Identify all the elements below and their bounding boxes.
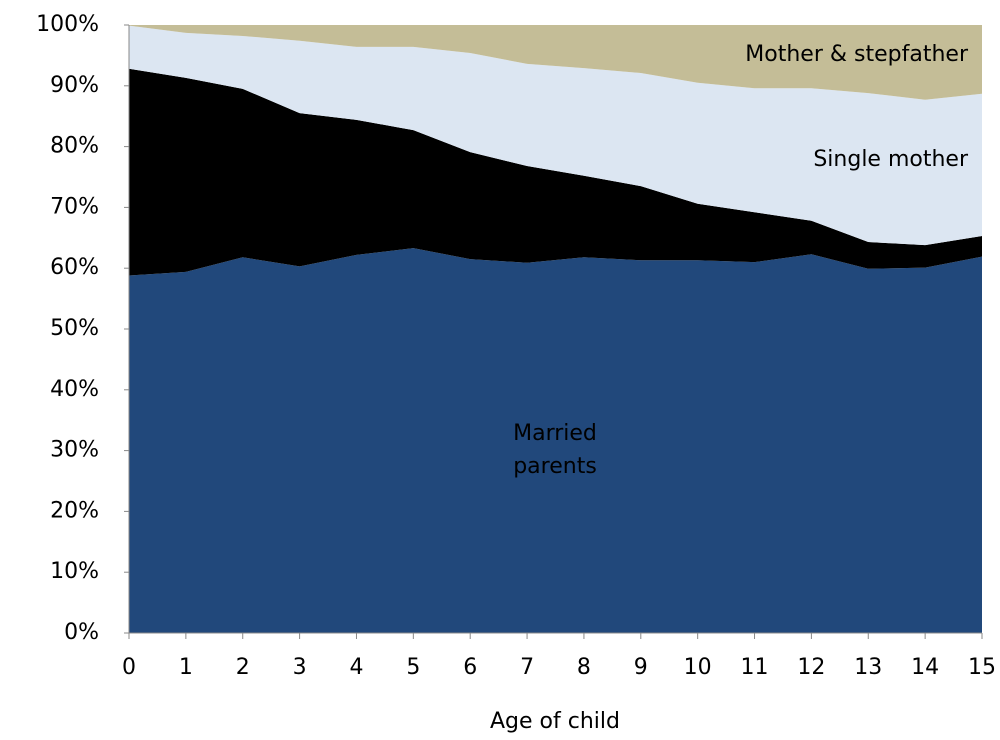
y-tick-label: 20% <box>50 498 99 523</box>
y-tick-label: 70% <box>50 194 99 219</box>
x-tick-label: 5 <box>406 655 420 680</box>
x-tick-label: 13 <box>854 655 882 680</box>
x-tick-label: 2 <box>236 655 250 680</box>
x-axis-title: Age of child <box>490 709 620 734</box>
y-tick-label: 90% <box>50 73 99 98</box>
y-tick-label: 0% <box>64 620 99 645</box>
series-label: Cohabiting parents <box>150 184 360 209</box>
series-label: Married parents <box>513 421 597 479</box>
y-tick-label: 100% <box>36 12 99 37</box>
x-tick-label: 4 <box>349 655 363 680</box>
x-tick-label: 15 <box>968 655 996 680</box>
area <box>129 248 982 634</box>
x-tick-label: 7 <box>520 655 534 680</box>
x-tick-label: 8 <box>577 655 591 680</box>
x-tick-label: 11 <box>741 655 769 680</box>
y-tick-label: 50% <box>50 316 99 341</box>
x-tick-label: 0 <box>122 655 136 680</box>
x-tick-label: 14 <box>911 655 939 680</box>
area <box>129 25 982 100</box>
area <box>129 25 982 246</box>
area <box>129 68 982 276</box>
x-tick-label: 1 <box>179 655 193 680</box>
x-tick-label: 12 <box>797 655 825 680</box>
y-tick-label: 60% <box>50 255 99 280</box>
y-tick-label: 30% <box>50 438 99 463</box>
y-tick-label: 40% <box>50 377 99 402</box>
y-tick-label: 80% <box>50 134 99 159</box>
series-label: Mother & stepfather <box>745 42 969 67</box>
series-label: Single mother <box>813 147 969 172</box>
x-tick-label: 3 <box>293 655 307 680</box>
y-tick-label: 10% <box>50 559 99 584</box>
x-tick-label: 9 <box>634 655 648 680</box>
x-tick-label: 10 <box>684 655 712 680</box>
x-tick-label: 6 <box>463 655 477 680</box>
